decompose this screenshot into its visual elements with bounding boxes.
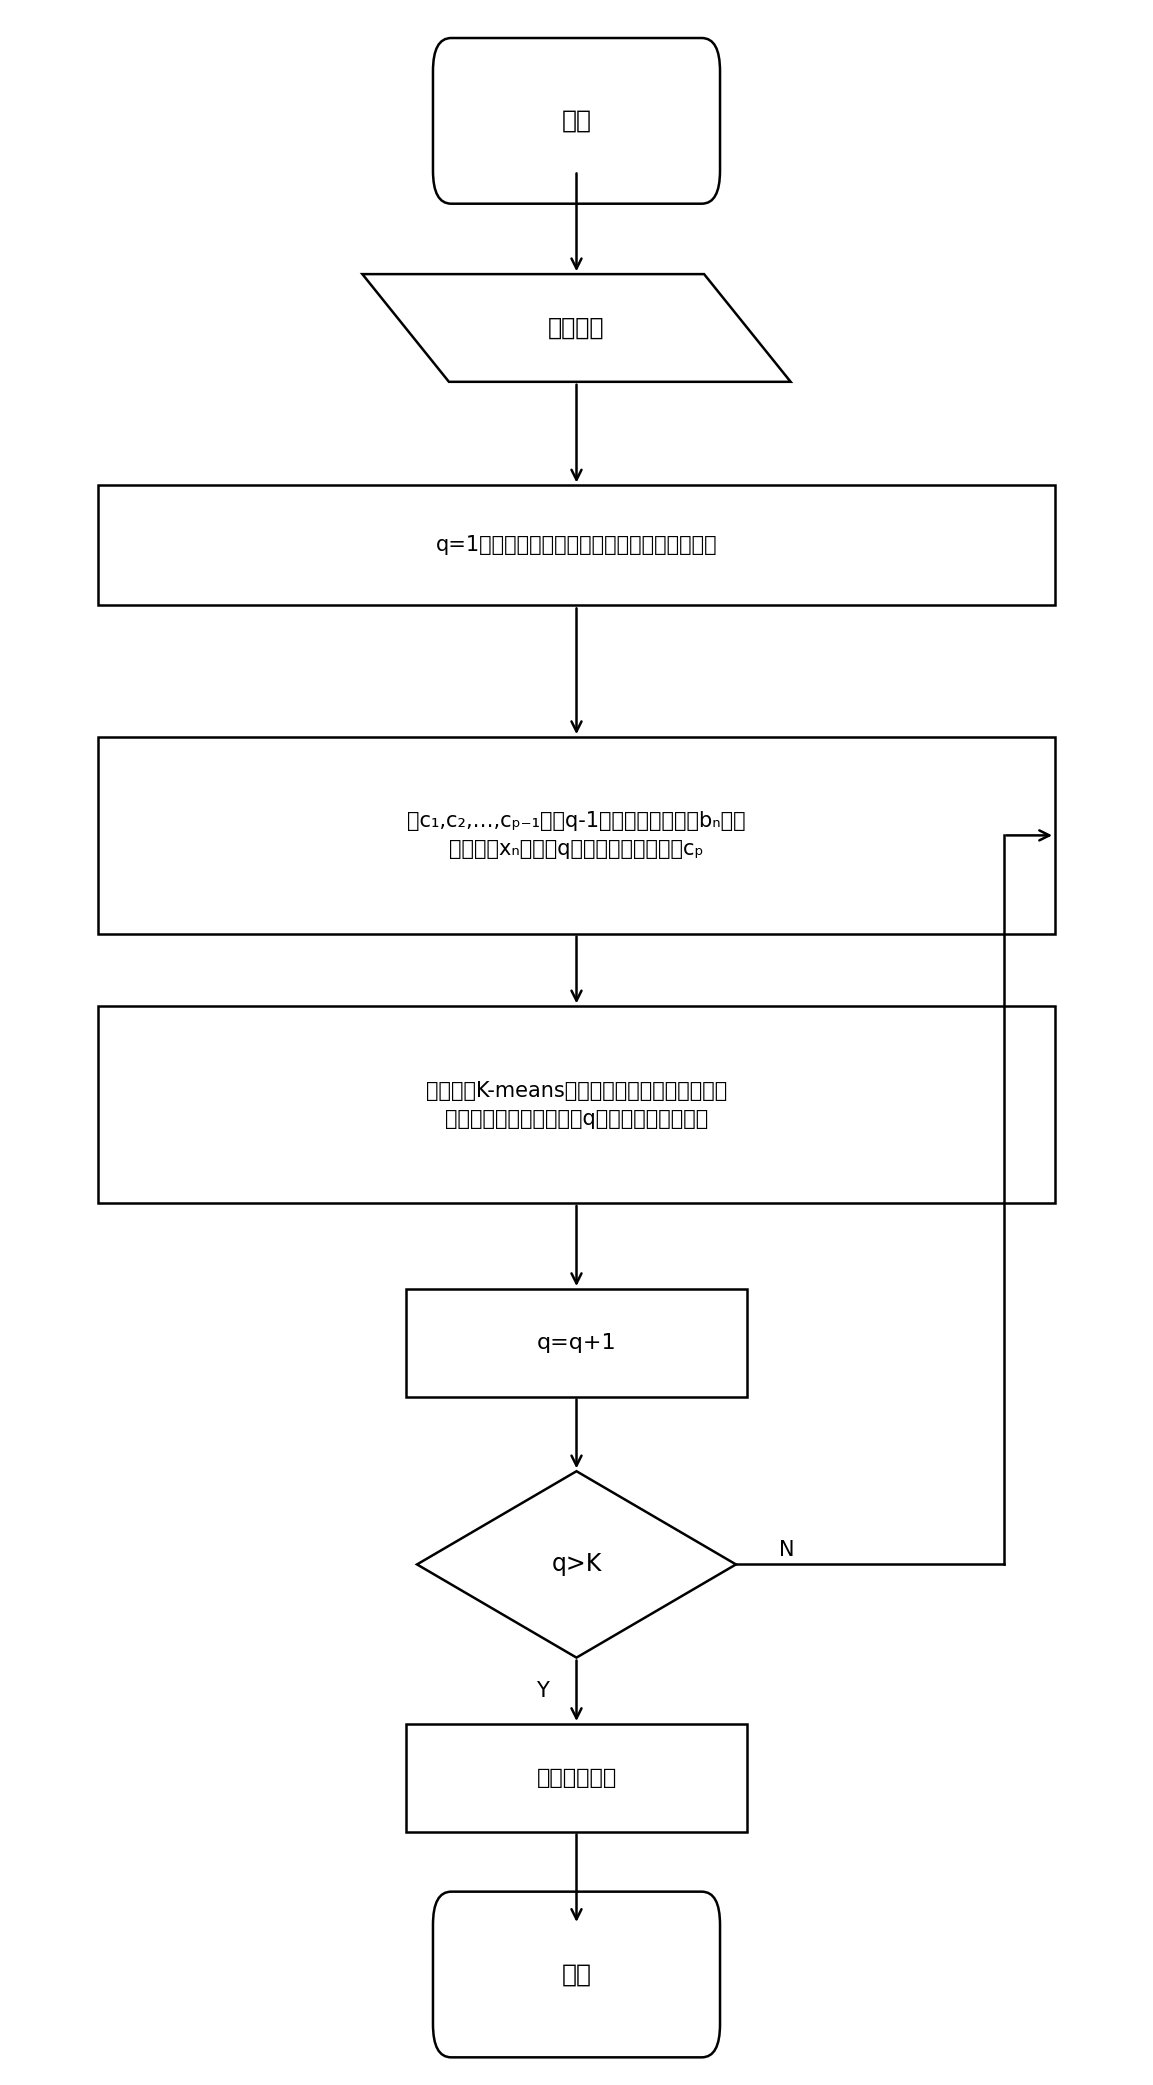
Bar — [406, 1724, 747, 1831]
Text: 以c₁,c₂,…,cₚ₋₁为前q-1个簇中心，选择使bₙ最大
的样本点xₙ作为第q个簇的初始聚类中心cₚ: 以c₁,c₂,…,cₚ₋₁为前q-1个簇中心，选择使bₙ最大 的样本点xₙ作为第… — [407, 811, 746, 859]
Text: 输入数据: 输入数据 — [548, 317, 605, 340]
Bar — [98, 736, 1055, 934]
Text: 保存聚类结果: 保存聚类结果 — [536, 1768, 617, 1787]
Bar — [98, 486, 1055, 605]
Text: 结束: 结束 — [562, 1962, 591, 1987]
Text: q=1时，选取所有数据的均值作为初始聚类中心: q=1时，选取所有数据的均值作为初始聚类中心 — [436, 536, 717, 555]
FancyBboxPatch shape — [434, 1891, 719, 2058]
Text: q=q+1: q=q+1 — [536, 1332, 617, 1353]
Bar — [98, 1007, 1055, 1203]
Bar — [406, 1289, 747, 1397]
Text: q>K: q>K — [551, 1553, 602, 1576]
Text: 执行传统K-means算法，选择使误差平方准则函
数最小的的样本点作为第q个簇的最佳聚类中心: 执行传统K-means算法，选择使误差平方准则函 数最小的的样本点作为第q个簇的… — [425, 1080, 728, 1128]
Text: Y: Y — [536, 1681, 549, 1701]
Text: N: N — [779, 1541, 794, 1560]
Polygon shape — [362, 273, 791, 382]
Polygon shape — [417, 1472, 736, 1658]
Text: 开始: 开始 — [562, 108, 591, 133]
FancyBboxPatch shape — [434, 38, 719, 204]
